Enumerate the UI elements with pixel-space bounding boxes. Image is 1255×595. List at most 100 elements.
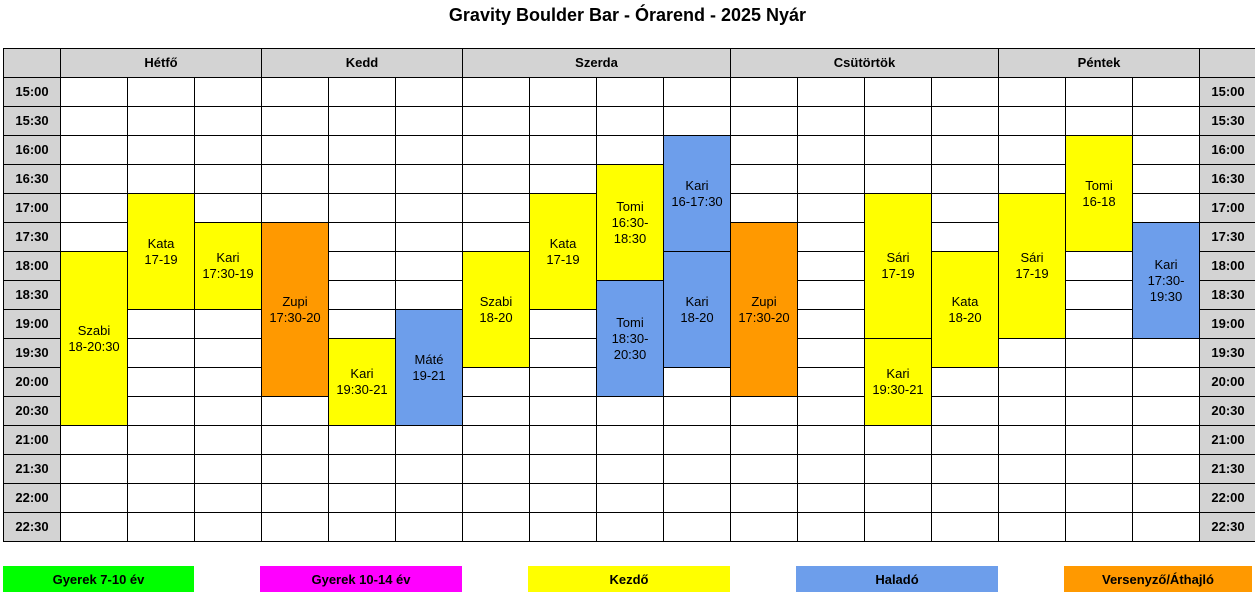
empty-slot[interactable] [1065,483,1133,513]
empty-slot[interactable] [730,483,798,513]
empty-slot[interactable] [864,164,932,194]
empty-slot[interactable] [797,106,865,136]
empty-slot[interactable] [1132,512,1200,542]
empty-slot[interactable] [261,193,329,223]
empty-slot[interactable] [730,396,798,426]
empty-slot[interactable] [864,454,932,484]
empty-slot[interactable] [931,106,999,136]
empty-slot[interactable] [1132,454,1200,484]
empty-slot[interactable] [663,454,731,484]
empty-slot[interactable] [194,309,262,339]
empty-slot[interactable] [1132,425,1200,455]
empty-slot[interactable] [1132,77,1200,107]
empty-slot[interactable] [328,193,396,223]
empty-slot[interactable] [998,367,1066,397]
empty-slot[interactable] [328,512,396,542]
empty-slot[interactable] [529,425,597,455]
empty-slot[interactable] [797,367,865,397]
empty-slot[interactable] [730,77,798,107]
empty-slot[interactable] [194,338,262,368]
empty-slot[interactable] [395,425,463,455]
empty-slot[interactable] [194,454,262,484]
empty-slot[interactable] [127,396,195,426]
empty-slot[interactable] [931,193,999,223]
empty-slot[interactable] [864,483,932,513]
session-block[interactable]: Kari 18-20 [663,251,731,368]
empty-slot[interactable] [998,483,1066,513]
empty-slot[interactable] [1132,193,1200,223]
empty-slot[interactable] [797,77,865,107]
empty-slot[interactable] [797,251,865,281]
empty-slot[interactable] [60,222,128,252]
empty-slot[interactable] [529,338,597,368]
empty-slot[interactable] [328,164,396,194]
empty-slot[interactable] [596,454,664,484]
empty-slot[interactable] [596,396,664,426]
empty-slot[interactable] [194,483,262,513]
session-block[interactable]: Sári 17-19 [864,193,932,339]
empty-slot[interactable] [127,164,195,194]
session-block[interactable]: Tomi 16:30- 18:30 [596,164,664,281]
empty-slot[interactable] [797,193,865,223]
empty-slot[interactable] [998,135,1066,165]
empty-slot[interactable] [194,396,262,426]
empty-slot[interactable] [328,454,396,484]
empty-slot[interactable] [998,77,1066,107]
empty-slot[interactable] [931,425,999,455]
empty-slot[interactable] [529,309,597,339]
empty-slot[interactable] [194,367,262,397]
empty-slot[interactable] [194,77,262,107]
empty-slot[interactable] [730,425,798,455]
session-block[interactable]: Tomi 18:30- 20:30 [596,280,664,397]
empty-slot[interactable] [395,193,463,223]
empty-slot[interactable] [462,77,530,107]
session-block[interactable]: Szabi 18-20:30 [60,251,128,426]
session-block[interactable]: Kari 19:30-21 [328,338,396,426]
empty-slot[interactable] [261,483,329,513]
empty-slot[interactable] [797,512,865,542]
empty-slot[interactable] [797,454,865,484]
empty-slot[interactable] [663,367,731,397]
empty-slot[interactable] [194,164,262,194]
empty-slot[interactable] [127,454,195,484]
empty-slot[interactable] [194,193,262,223]
empty-slot[interactable] [1132,338,1200,368]
empty-slot[interactable] [127,338,195,368]
empty-slot[interactable] [261,425,329,455]
empty-slot[interactable] [328,425,396,455]
empty-slot[interactable] [864,425,932,455]
empty-slot[interactable] [1065,367,1133,397]
empty-slot[interactable] [261,77,329,107]
empty-slot[interactable] [1065,280,1133,310]
empty-slot[interactable] [931,164,999,194]
empty-slot[interactable] [1065,396,1133,426]
empty-slot[interactable] [462,106,530,136]
empty-slot[interactable] [127,512,195,542]
empty-slot[interactable] [194,425,262,455]
empty-slot[interactable] [864,135,932,165]
empty-slot[interactable] [261,396,329,426]
empty-slot[interactable] [529,454,597,484]
empty-slot[interactable] [261,106,329,136]
empty-slot[interactable] [462,164,530,194]
session-block[interactable]: Kata 17-19 [127,193,195,310]
empty-slot[interactable] [529,164,597,194]
empty-slot[interactable] [529,367,597,397]
session-block[interactable]: Tomi 16-18 [1065,135,1133,252]
empty-slot[interactable] [395,251,463,281]
empty-slot[interactable] [663,106,731,136]
empty-slot[interactable] [60,425,128,455]
empty-slot[interactable] [261,454,329,484]
empty-slot[interactable] [529,135,597,165]
empty-slot[interactable] [60,77,128,107]
empty-slot[interactable] [663,77,731,107]
empty-slot[interactable] [998,338,1066,368]
session-block[interactable]: Zupi 17:30-20 [261,222,329,397]
empty-slot[interactable] [998,512,1066,542]
empty-slot[interactable] [127,425,195,455]
empty-slot[interactable] [328,280,396,310]
empty-slot[interactable] [529,483,597,513]
empty-slot[interactable] [1065,454,1133,484]
empty-slot[interactable] [60,483,128,513]
empty-slot[interactable] [1065,425,1133,455]
